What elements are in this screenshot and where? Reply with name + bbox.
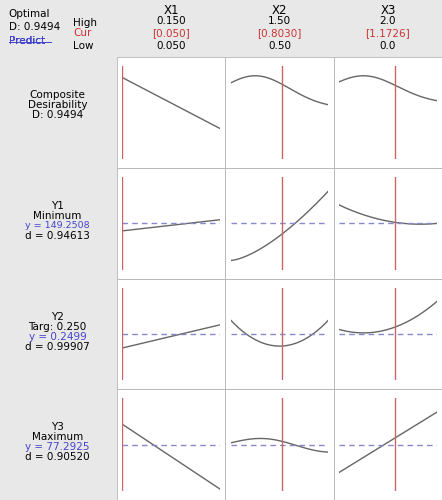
Text: X1: X1: [164, 4, 179, 17]
Text: 2.0: 2.0: [380, 16, 396, 26]
Text: Predict: Predict: [9, 36, 45, 46]
Text: Predict: Predict: [9, 36, 45, 46]
Text: d = 0.99907: d = 0.99907: [25, 342, 90, 351]
Text: D: 0.9494: D: 0.9494: [32, 110, 83, 120]
Text: Predict: Predict: [9, 36, 45, 46]
Text: Optimal: Optimal: [9, 9, 50, 19]
Text: Desirability: Desirability: [28, 100, 87, 110]
Text: High: High: [73, 18, 97, 28]
Bar: [117, 168, 225, 279]
Text: Maximum: Maximum: [32, 432, 83, 442]
Text: Targ: 0.250: Targ: 0.250: [28, 322, 87, 332]
Bar: [225, 58, 334, 168]
Text: [0.8030]: [0.8030]: [257, 28, 302, 38]
Text: Y2: Y2: [51, 312, 64, 322]
Bar: [225, 168, 334, 279]
Text: Composite: Composite: [30, 90, 85, 101]
Text: y = 149.2508: y = 149.2508: [25, 222, 90, 230]
Bar: [225, 390, 334, 500]
Text: 0.050: 0.050: [156, 41, 186, 51]
Text: y = 77.2925: y = 77.2925: [25, 442, 90, 452]
Text: Y3: Y3: [51, 422, 64, 432]
Text: 0.0: 0.0: [380, 41, 396, 51]
Bar: [117, 390, 225, 500]
Text: [0.050]: [0.050]: [152, 28, 190, 38]
Text: Low: Low: [73, 41, 93, 51]
Text: 0.150: 0.150: [156, 16, 186, 26]
Text: D: 0.9494: D: 0.9494: [9, 22, 60, 32]
Bar: [225, 279, 334, 390]
Text: 1.50: 1.50: [268, 16, 291, 26]
Text: d = 0.94613: d = 0.94613: [25, 231, 90, 241]
Text: Cur: Cur: [73, 28, 91, 38]
Text: d = 0.90520: d = 0.90520: [25, 452, 90, 462]
Bar: [117, 58, 225, 168]
Bar: [117, 279, 225, 390]
Text: [1.1726]: [1.1726]: [366, 28, 410, 38]
Text: Y1: Y1: [51, 201, 64, 211]
Text: X2: X2: [272, 4, 287, 17]
Bar: [334, 58, 442, 168]
Text: X3: X3: [380, 4, 396, 17]
Text: Minimum: Minimum: [33, 211, 82, 221]
Bar: [334, 279, 442, 390]
Text: y = 0.2499: y = 0.2499: [29, 332, 86, 342]
Text: 0.50: 0.50: [268, 41, 291, 51]
Bar: [334, 390, 442, 500]
Bar: [334, 168, 442, 279]
